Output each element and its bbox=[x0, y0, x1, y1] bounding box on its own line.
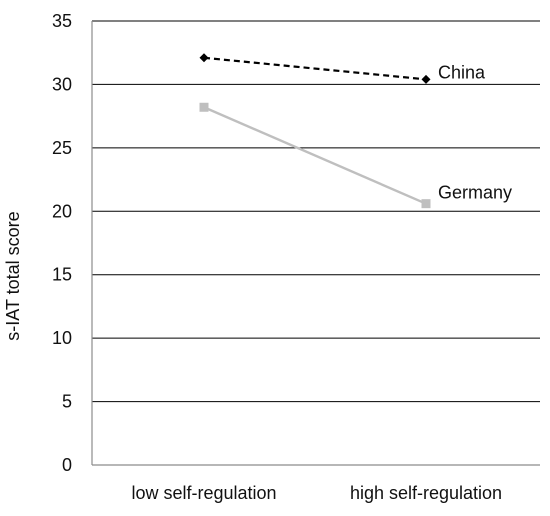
series-line-germany bbox=[203, 106, 427, 205]
y-tick-label: 25 bbox=[52, 138, 72, 158]
x-tick-label: low self-regulation bbox=[131, 483, 276, 503]
y-tick-label: 20 bbox=[52, 201, 72, 221]
y-tick-label: 0 bbox=[62, 455, 72, 475]
series-label-germany: Germany bbox=[438, 183, 512, 203]
series-line-china bbox=[203, 56, 427, 81]
data-point bbox=[199, 102, 209, 112]
y-tick-label: 30 bbox=[52, 74, 72, 94]
y-tick-label: 35 bbox=[52, 11, 72, 31]
axes bbox=[91, 21, 540, 466]
series-label-china: China bbox=[438, 62, 486, 82]
x-tick-labels: low self-regulation high self-regulation bbox=[131, 483, 502, 503]
y-tick-label: 15 bbox=[52, 265, 72, 285]
data-point bbox=[421, 74, 431, 84]
y-tick-label: 10 bbox=[52, 328, 72, 348]
series: China Germany bbox=[199, 53, 512, 209]
y-tick-label: 5 bbox=[62, 392, 72, 412]
y-tick-labels: 0 5 10 15 20 25 30 35 bbox=[52, 11, 72, 475]
x-tick-label: high self-regulation bbox=[350, 483, 502, 503]
gridlines bbox=[92, 20, 540, 403]
y-axis-title: s-IAT total score bbox=[3, 211, 23, 340]
data-point bbox=[199, 53, 209, 63]
data-point bbox=[421, 199, 431, 209]
